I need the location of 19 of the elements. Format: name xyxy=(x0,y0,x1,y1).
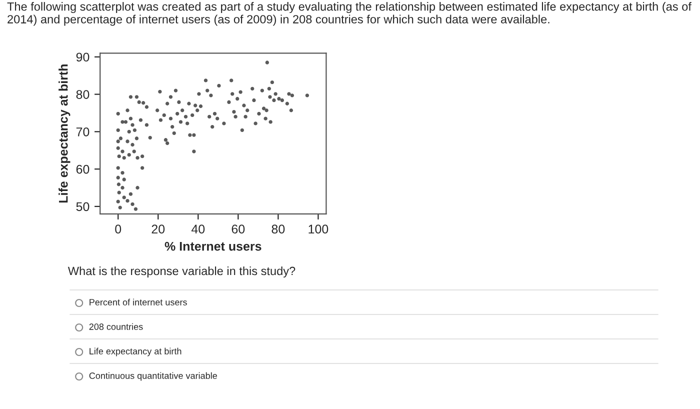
x-tick-label: 40 xyxy=(191,224,205,234)
y-tick-label: 90 xyxy=(76,52,90,62)
text: 208 countries xyxy=(89,323,143,330)
text: Continuous quantitative variable xyxy=(89,372,217,381)
text: Life expectancy at birth xyxy=(90,348,182,356)
x-tick-label: 0 xyxy=(115,224,122,234)
x-tick-label: 100 xyxy=(308,224,328,234)
y-tick-label: 70 xyxy=(76,127,90,136)
y-tick-label: 60 xyxy=(76,164,90,174)
x-tick-label: 60 xyxy=(232,224,245,234)
x-tick-label: 20 xyxy=(152,224,165,234)
text: Percent of internet users xyxy=(90,298,187,306)
y-axis-title: Life expectancy at birth xyxy=(58,64,70,203)
text: What is the response variable in this study? xyxy=(68,266,296,278)
x-tick-label: 80 xyxy=(272,224,285,234)
y-tick-label: 50 xyxy=(76,202,90,212)
chart-title: The following scatterplot was created as part of a study evaluating the relationship between estimated life expectancy at birth (as of 2014) and percentage of internet users (as of 2009) in 208 countries for which such data were available. xyxy=(7,2,692,26)
y-tick-label: 80 xyxy=(76,90,90,99)
x-axis-title: % Internet users xyxy=(164,242,262,251)
